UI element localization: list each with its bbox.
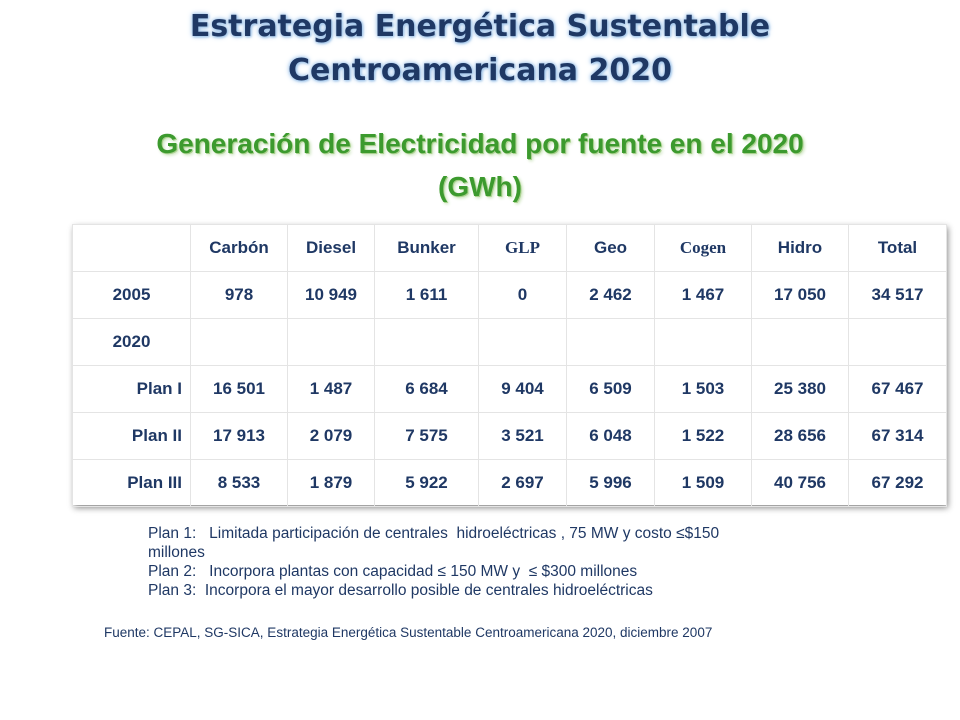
table-row: Plan I 16 501 1 487 6 684 9 404 6 509 1 … bbox=[72, 365, 947, 413]
table-cell: 28 656 bbox=[751, 412, 849, 460]
table-cell: 6 509 bbox=[566, 365, 655, 413]
table-cell: 2 079 bbox=[287, 412, 375, 460]
generation-table: Carbón Diesel Bunker GLP Geo Cogen Hidro… bbox=[72, 224, 947, 507]
table-cell: 67 292 bbox=[848, 459, 947, 507]
plan-notes: Plan 1: Limitada participación de centra… bbox=[148, 524, 868, 600]
table-cell: 2 462 bbox=[566, 271, 655, 319]
table-cell: 978 bbox=[190, 271, 288, 319]
table-cell bbox=[287, 318, 375, 366]
note-plan-1: Plan 1: Limitada participación de centra… bbox=[148, 525, 720, 542]
table-cell: 1 611 bbox=[374, 271, 479, 319]
table-cell: 1 503 bbox=[654, 365, 752, 413]
row-label: 2005 bbox=[72, 271, 191, 319]
table-cell: 10 949 bbox=[287, 271, 375, 319]
table-cell: 17 050 bbox=[751, 271, 849, 319]
note-plan-2: Plan 2: Incorpora plantas con capacidad … bbox=[148, 563, 638, 580]
slide-title-line-1: Estrategia Energética Sustentable bbox=[189, 9, 771, 44]
generation-table-container: Carbón Diesel Bunker GLP Geo Cogen Hidro… bbox=[72, 224, 947, 507]
table-cell: 5 996 bbox=[566, 459, 655, 507]
note-plan-3: Plan 3: Incorpora el mayor desarrollo po… bbox=[148, 582, 653, 599]
table-cell: 9 404 bbox=[478, 365, 567, 413]
table-cell: 25 380 bbox=[751, 365, 849, 413]
table-cell: 6 684 bbox=[374, 365, 479, 413]
header-cell-total: Total bbox=[848, 224, 947, 272]
table-row: Plan II 17 913 2 079 7 575 3 521 6 048 1… bbox=[72, 412, 947, 460]
table-cell: 16 501 bbox=[190, 365, 288, 413]
header-cell-geo: Geo bbox=[566, 224, 655, 272]
table-cell: 67 314 bbox=[848, 412, 947, 460]
row-label: Plan II bbox=[72, 412, 191, 460]
table-cell bbox=[654, 318, 752, 366]
note-plan-1-continued: millones bbox=[148, 544, 205, 561]
table-cell: 8 533 bbox=[190, 459, 288, 507]
table-title-line-1: Generación de Electricidad por fuente en… bbox=[156, 128, 804, 159]
table-header-row: Carbón Diesel Bunker GLP Geo Cogen Hidro… bbox=[72, 224, 947, 272]
table-cell: 5 922 bbox=[374, 459, 479, 507]
table-row: 2005 978 10 949 1 611 0 2 462 1 467 17 0… bbox=[72, 271, 947, 319]
table-row: 2020 bbox=[72, 318, 947, 366]
table-row: Plan III 8 533 1 879 5 922 2 697 5 996 1… bbox=[72, 459, 947, 507]
table-cell bbox=[566, 318, 655, 366]
table-cell: 1 879 bbox=[287, 459, 375, 507]
slide-title-line-2: Centroamericana 2020 bbox=[288, 53, 672, 88]
table-cell: 0 bbox=[478, 271, 567, 319]
header-cell-hidro: Hidro bbox=[751, 224, 849, 272]
table-cell bbox=[751, 318, 849, 366]
table-cell bbox=[478, 318, 567, 366]
row-label: Plan III bbox=[72, 459, 191, 507]
row-label: Plan I bbox=[72, 365, 191, 413]
table-cell bbox=[190, 318, 288, 366]
header-cell-glp: GLP bbox=[478, 224, 567, 272]
table-cell: 67 467 bbox=[848, 365, 947, 413]
table-cell: 40 756 bbox=[751, 459, 849, 507]
table-cell: 6 048 bbox=[566, 412, 655, 460]
table-cell: 1 467 bbox=[654, 271, 752, 319]
table-cell: 2 697 bbox=[478, 459, 567, 507]
header-cell-diesel: Diesel bbox=[287, 224, 375, 272]
row-label: 2020 bbox=[72, 318, 191, 366]
source-citation: Fuente: CEPAL, SG-SICA, Estrategia Energ… bbox=[104, 625, 713, 640]
table-cell bbox=[848, 318, 947, 366]
table-cell: 3 521 bbox=[478, 412, 567, 460]
header-cell-carbon: Carbón bbox=[190, 224, 288, 272]
table-cell: 17 913 bbox=[190, 412, 288, 460]
header-cell-bunker: Bunker bbox=[374, 224, 479, 272]
header-cell-cogen: Cogen bbox=[654, 224, 752, 272]
table-cell: 1 509 bbox=[654, 459, 752, 507]
table-cell: 1 522 bbox=[654, 412, 752, 460]
table-cell: 34 517 bbox=[848, 271, 947, 319]
table-cell: 1 487 bbox=[287, 365, 375, 413]
table-cell: 7 575 bbox=[374, 412, 479, 460]
table-cell bbox=[374, 318, 479, 366]
header-cell-empty bbox=[72, 224, 191, 272]
table-title-line-2: (GWh) bbox=[438, 171, 522, 202]
